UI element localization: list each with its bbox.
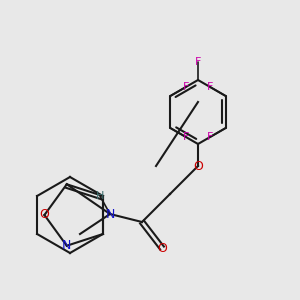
Text: F: F — [207, 132, 213, 142]
Text: N: N — [105, 208, 115, 220]
Text: F: F — [183, 82, 189, 92]
Text: F: F — [195, 57, 201, 67]
Text: O: O — [157, 242, 167, 254]
Text: F: F — [183, 132, 189, 142]
Text: O: O — [193, 160, 203, 172]
Text: H: H — [96, 191, 104, 201]
Text: O: O — [40, 208, 50, 221]
Text: N: N — [62, 239, 71, 252]
Text: F: F — [207, 82, 213, 92]
